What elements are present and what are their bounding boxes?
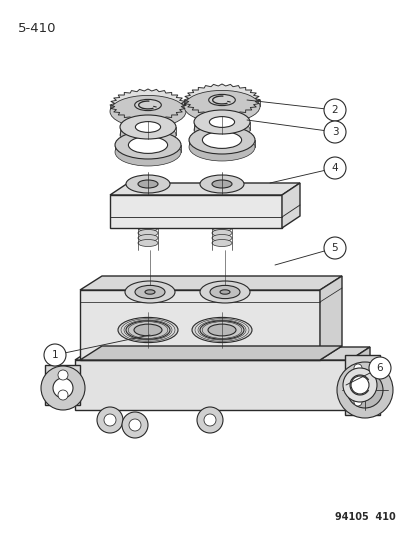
Polygon shape [110,183,299,195]
Ellipse shape [138,235,158,241]
Text: 1: 1 [52,350,58,360]
Ellipse shape [134,324,161,336]
Ellipse shape [211,230,231,237]
Ellipse shape [202,132,241,148]
Text: 3: 3 [331,127,337,137]
Polygon shape [75,347,369,360]
Ellipse shape [194,110,249,134]
Circle shape [204,414,216,426]
Circle shape [58,370,68,380]
Text: 5: 5 [331,243,337,253]
Ellipse shape [211,235,231,241]
Ellipse shape [199,175,243,193]
Text: 2: 2 [331,105,337,115]
Polygon shape [110,195,281,228]
Circle shape [323,121,345,143]
Text: 6: 6 [376,363,382,373]
Circle shape [197,407,223,433]
Ellipse shape [189,126,254,154]
Circle shape [336,362,392,418]
Circle shape [41,366,85,410]
Circle shape [323,237,345,259]
Circle shape [97,407,123,433]
Ellipse shape [120,115,176,139]
Polygon shape [75,360,349,410]
Ellipse shape [138,224,158,231]
Text: 4: 4 [331,163,337,173]
Bar [128,323,168,337]
Ellipse shape [128,136,167,154]
Circle shape [58,390,68,400]
Circle shape [342,368,376,402]
Polygon shape [349,347,369,410]
Ellipse shape [211,180,231,188]
Ellipse shape [209,117,234,127]
Polygon shape [110,89,185,121]
Ellipse shape [183,91,259,123]
Text: 94105  410: 94105 410 [335,512,395,522]
Circle shape [122,412,147,438]
Ellipse shape [120,123,176,147]
Ellipse shape [135,285,165,298]
Circle shape [104,414,116,426]
Polygon shape [183,84,259,116]
Ellipse shape [134,99,161,111]
Ellipse shape [208,94,235,106]
Polygon shape [281,183,299,228]
Ellipse shape [211,224,231,231]
Ellipse shape [118,317,178,343]
Polygon shape [80,276,341,290]
Ellipse shape [115,138,180,166]
Ellipse shape [126,321,170,339]
Polygon shape [344,355,379,415]
Ellipse shape [199,321,243,339]
Circle shape [44,344,66,366]
Ellipse shape [209,285,240,298]
Ellipse shape [138,239,158,246]
Circle shape [323,99,345,121]
Ellipse shape [219,290,230,294]
Polygon shape [45,365,80,405]
Ellipse shape [135,122,160,132]
Text: 5-410: 5-410 [18,22,56,35]
Circle shape [346,372,382,408]
Ellipse shape [115,131,180,159]
Circle shape [368,357,390,379]
Ellipse shape [199,281,249,303]
Ellipse shape [192,317,252,343]
Ellipse shape [125,281,175,303]
Circle shape [353,398,361,406]
Ellipse shape [138,230,158,237]
Ellipse shape [126,175,170,193]
Circle shape [353,364,361,372]
Circle shape [129,419,141,431]
Ellipse shape [194,118,249,142]
Ellipse shape [211,239,231,246]
Circle shape [53,378,73,398]
Ellipse shape [110,95,185,127]
Ellipse shape [138,180,158,188]
Circle shape [350,376,368,394]
Ellipse shape [189,133,254,161]
Ellipse shape [145,290,154,294]
Polygon shape [319,276,341,360]
Polygon shape [80,346,341,360]
Circle shape [323,157,345,179]
Bar [202,323,242,337]
Circle shape [356,382,372,398]
Polygon shape [80,290,319,360]
Ellipse shape [207,324,235,336]
